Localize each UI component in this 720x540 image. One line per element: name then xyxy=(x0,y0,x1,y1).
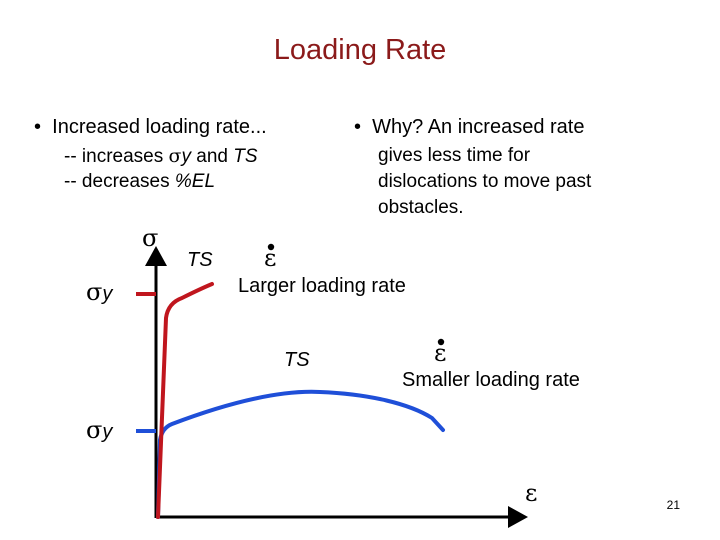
slide-title: Loading Rate xyxy=(273,34,447,66)
sigma-symbol: σ xyxy=(86,416,103,444)
ts-term: TS xyxy=(233,146,258,167)
strain-rate-dot-larger xyxy=(267,243,275,251)
sigma-symbol: σ xyxy=(168,145,182,167)
sigma-subscript: y xyxy=(102,283,113,305)
sigma-symbol: σ xyxy=(86,278,103,306)
bullet-marker: • xyxy=(354,116,362,138)
sigma-y-label-smaller: σy xyxy=(86,416,112,445)
curve-smaller-rate xyxy=(156,389,445,519)
strain-rate-symbol-smaller: ε xyxy=(434,339,447,367)
sigma-y-label-larger: σy xyxy=(86,278,112,307)
slide-number: 21 xyxy=(666,498,680,512)
strain-rate-symbol-larger: ε xyxy=(264,244,277,272)
sub1-prefix: -- increases xyxy=(64,146,169,167)
bullet-marker: • xyxy=(34,116,42,138)
curve-larger-rate xyxy=(156,282,214,519)
ts-label-larger: TS xyxy=(187,249,213,271)
larger-rate-label: Larger loading rate xyxy=(238,275,406,297)
sigma-subscript: y xyxy=(102,421,113,443)
y-axis-arrowhead xyxy=(145,246,167,266)
strain-rate-dot-smaller xyxy=(437,338,445,346)
sub2-prefix: -- decreases xyxy=(64,171,175,192)
left-bullet: • Increased loading rate... xyxy=(34,116,267,139)
right-sub-1: gives less time for xyxy=(378,145,531,166)
right-bullet-text: Why? An increased rate xyxy=(372,116,585,138)
left-sub-1: -- increases σy and TS xyxy=(64,143,258,170)
sigma-subscript: y xyxy=(181,146,192,167)
x-axis-label: ε xyxy=(525,479,538,507)
right-bullet: • Why? An increased rate xyxy=(354,116,584,139)
y-axis-label: σ xyxy=(142,224,159,252)
el-term: %EL xyxy=(174,171,216,192)
left-bullet-text: Increased loading rate... xyxy=(52,116,267,138)
ts-label-smaller: TS xyxy=(284,349,310,371)
smaller-rate-label: Smaller loading rate xyxy=(402,369,580,391)
x-axis-arrowhead xyxy=(508,506,528,528)
right-sub-3: obstacles. xyxy=(378,197,464,218)
left-sub-2: -- decreases %EL xyxy=(64,169,215,195)
sub1-suffix: and xyxy=(191,146,234,167)
right-sub-2: dislocations to move past xyxy=(378,171,592,192)
